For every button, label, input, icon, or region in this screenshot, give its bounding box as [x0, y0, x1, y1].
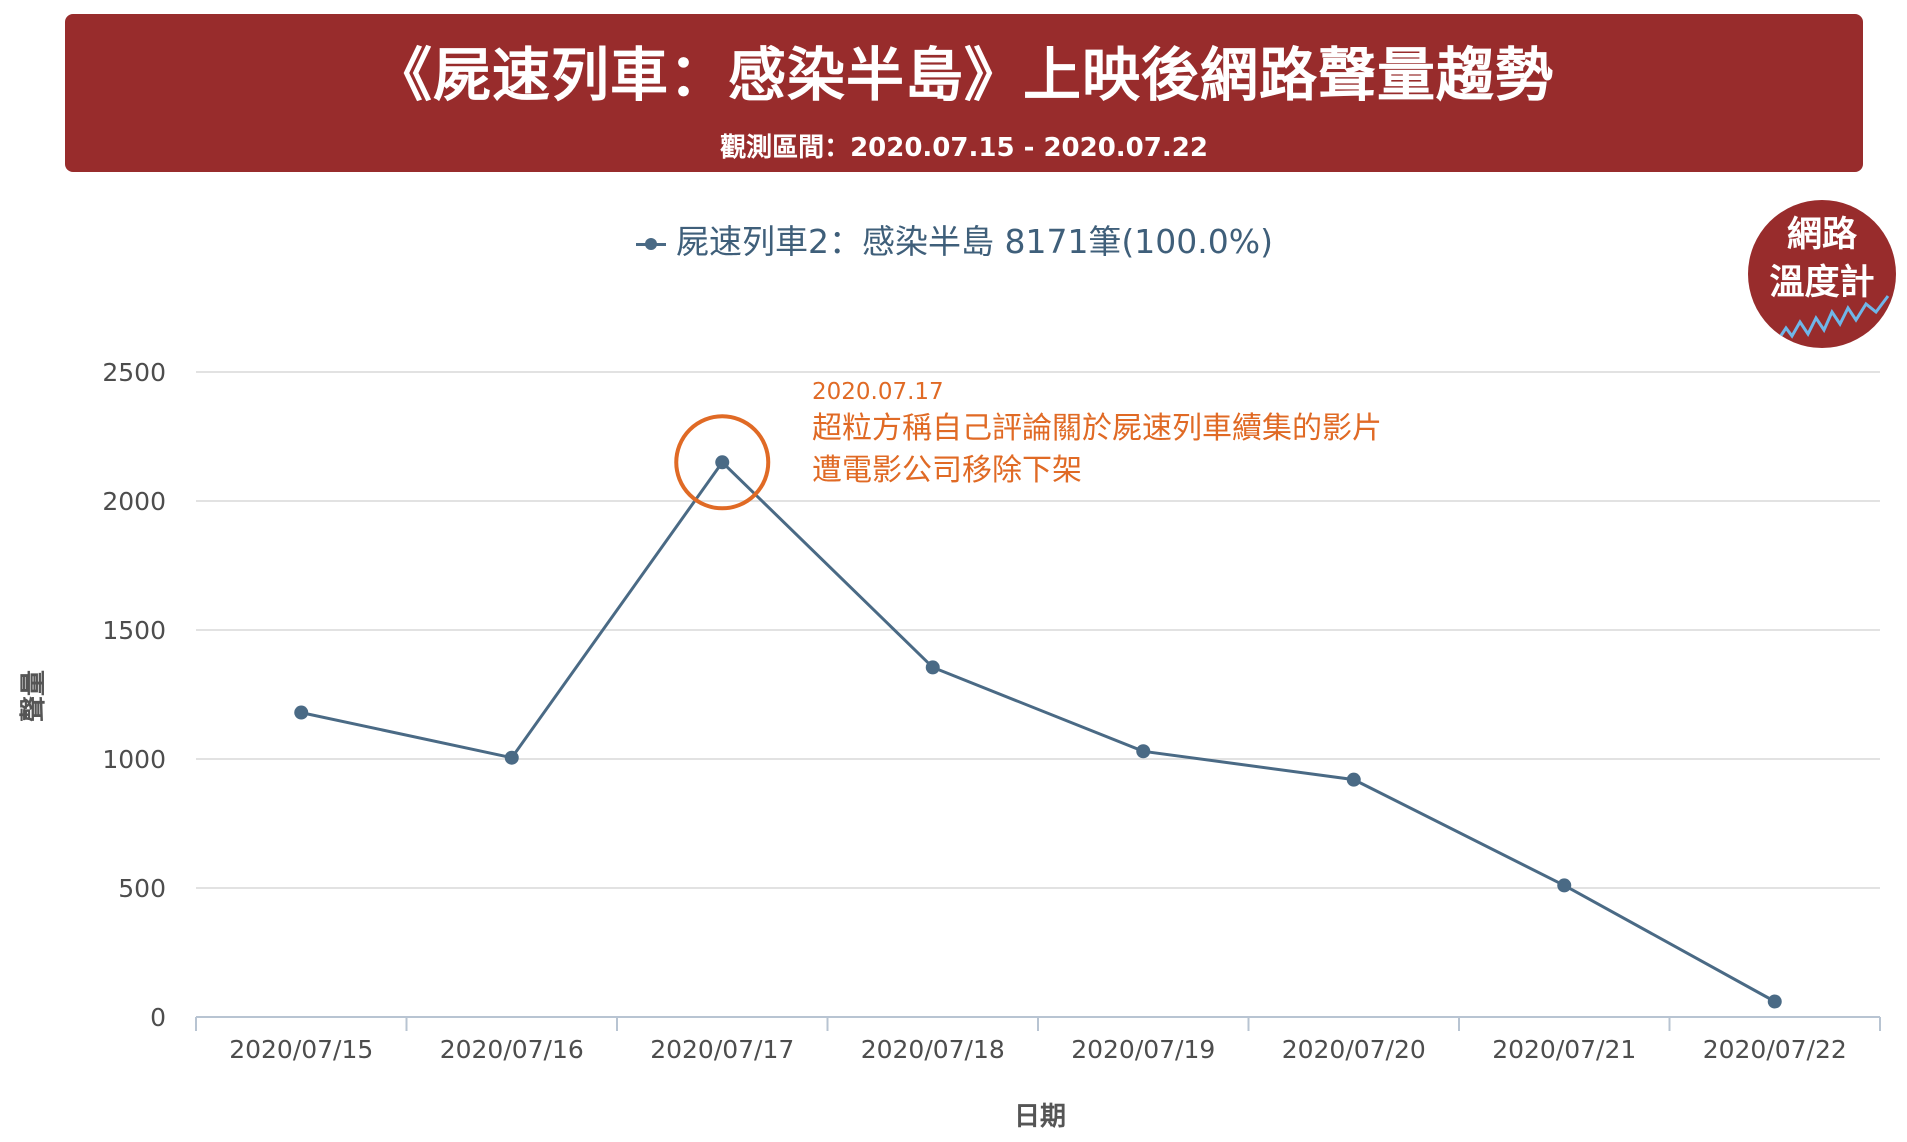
logo-wave-icon — [1776, 295, 1890, 341]
x-tick-label: 2020/07/18 — [861, 1035, 1005, 1064]
x-tick-label: 2020/07/21 — [1492, 1035, 1636, 1064]
x-tick-label: 2020/07/20 — [1282, 1035, 1426, 1064]
y-tick-label: 2500 — [102, 358, 166, 387]
y-axis-label: 聲量 — [19, 670, 49, 722]
data-point — [1346, 772, 1361, 787]
x-tick-label: 2020/07/16 — [440, 1035, 584, 1064]
annotation-line1: 超粒方稱自己評論關於屍速列車續集的影片 — [812, 411, 1382, 446]
legend[interactable]: 屍速列車2：感染半島 8171筆(100.0%) — [0, 222, 1907, 262]
x-tick-labels: 2020/07/15 2020/07/16 2020/07/17 2020/07/18… — [229, 1035, 1847, 1064]
annotation-line2: 遭電影公司移除下架 — [812, 453, 1082, 488]
data-point — [925, 660, 940, 675]
y-tick-label: 1500 — [102, 616, 166, 645]
data-point — [1557, 878, 1572, 893]
logo-text-line2: 溫度計 — [1769, 263, 1875, 303]
annotation: 2020.07.17 超粒方稱自己評論關於屍速列車續集的影片 遭電影公司移除下架 — [812, 376, 1382, 492]
logo-text-line1: 網路 — [1786, 215, 1857, 255]
y-tick-labels: 0 500 1000 1500 2000 2500 — [102, 358, 166, 1032]
legend-label: 屍速列車2：感染半島 8171筆(100.0%) — [675, 222, 1274, 261]
x-tick-label: 2020/07/19 — [1071, 1035, 1215, 1064]
y-tick-label: 0 — [150, 1003, 166, 1032]
gridlines — [196, 371, 1880, 889]
chart-title: 《屍速列車：感染半島》上映後網路聲量趨勢 — [373, 41, 1554, 109]
brand-logo: 網路 溫度計 — [1748, 200, 1896, 348]
y-tick-label: 500 — [118, 874, 166, 903]
x-tick-label: 2020/07/22 — [1703, 1035, 1847, 1064]
data-point — [715, 455, 730, 470]
x-tick-label: 2020/07/15 — [229, 1035, 373, 1064]
y-tick-label: 2000 — [102, 487, 166, 516]
chart-subtitle: 觀測區間：2020.07.15 - 2020.07.22 — [720, 133, 1208, 163]
series-points — [294, 455, 1782, 1009]
series-line — [300, 460, 1776, 1003]
data-point — [1136, 744, 1151, 759]
annotation-date: 2020.07.17 — [812, 379, 944, 405]
y-tick-label: 1000 — [102, 745, 166, 774]
data-point — [1767, 994, 1782, 1009]
data-point — [504, 750, 519, 765]
highlight-circle — [674, 414, 771, 511]
data-point — [294, 705, 309, 720]
legend-line-marker-icon — [634, 234, 668, 254]
x-tick-label: 2020/07/17 — [650, 1035, 794, 1064]
x-axis — [195, 1016, 1881, 1031]
title-banner: 《屍速列車：感染半島》上映後網路聲量趨勢 觀測區間：2020.07.15 - 2… — [65, 14, 1863, 172]
x-axis-label: 日期 — [1014, 1102, 1066, 1132]
